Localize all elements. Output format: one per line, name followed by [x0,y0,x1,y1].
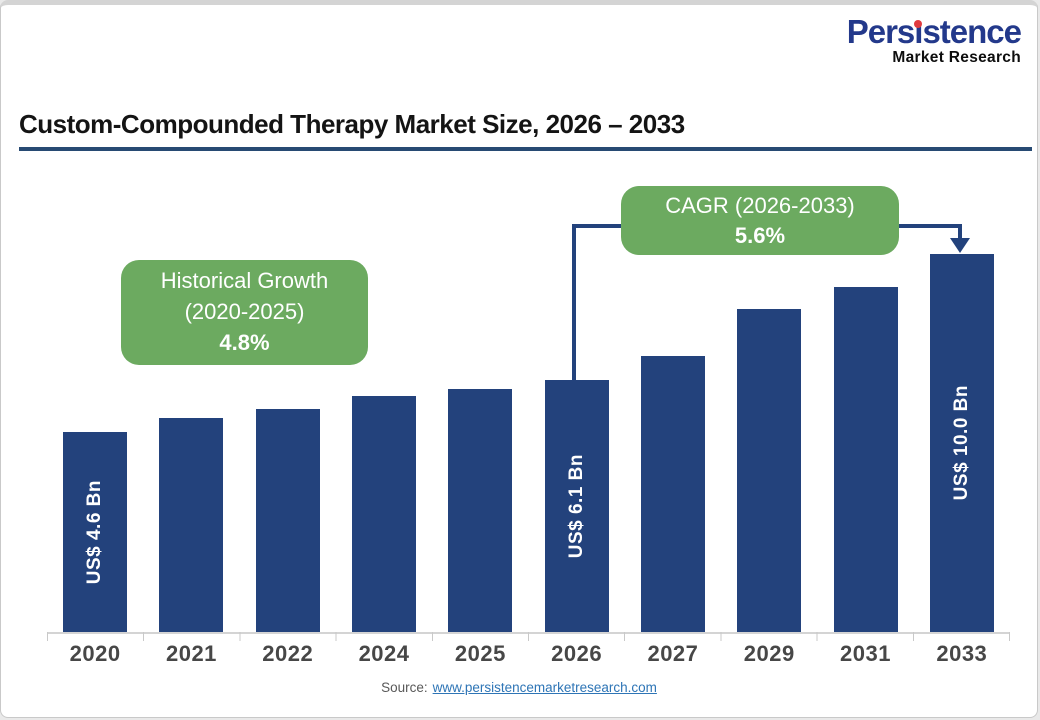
logo-text-before: Pers [846,13,916,50]
bar-value-label-2020: US$ 4.6 Bn [84,479,106,585]
x-axis-labels: 2020 2021 2022 2024 2025 2026 2027 2029 2031 2033 [47,641,1010,667]
bar-slot-2031 [817,254,913,632]
logo-title: Pers ıstence [846,13,1022,50]
x-axis-label-2024: 2024 [358,641,410,666]
connector-vertical-2033 [958,224,962,240]
bar-slot-2033: US$ 10.0 Bn [914,254,1010,632]
logo: Pers ıstence Market Research [846,13,1022,66]
bar-slot-2021 [143,254,239,632]
bar-slot-2025 [432,254,528,632]
x-axis-label-2033: 2033 [936,641,988,666]
bar-slot-2027 [625,254,721,632]
x-axis-label-2022: 2022 [262,641,314,666]
logo-red-dot-icon [914,20,923,28]
bar-2027 [640,356,705,632]
source-label: Source: [381,680,428,695]
x-axis-label-2021: 2021 [165,641,217,666]
bar-2024 [352,396,417,632]
bar-2025 [448,389,513,632]
page-title: Custom-Compounded Therapy Market Size, 2… [19,109,685,139]
cagr-line1: CAGR (2026-2033) [665,192,855,218]
x-axis-label-2025: 2025 [454,641,506,666]
historical-growth-callout: Historical Growth (2020-2025) 4.8% [121,260,368,365]
logo-text-after: stence [922,13,1022,50]
x-axis-ticks [47,632,1010,641]
bar-2020: US$ 4.6 Bn [63,432,128,632]
x-axis-label-2029: 2029 [743,641,795,666]
bar-slot-2022 [240,254,336,632]
bar-chart: US$ 4.6 Bn US$ 6.1 Bn US$ 10.0 Bn [47,254,1010,632]
logo-subtitle: Market Research [892,49,1021,66]
bar-value-label-2026: US$ 6.1 Bn [565,453,587,559]
source-link[interactable]: www.persistencemarketresearch.com [432,680,657,695]
bar-2026: US$ 6.1 Bn [544,380,609,632]
historical-growth-line1: Historical Growth [160,268,329,294]
bar-2022 [255,409,320,632]
bar-2029 [737,309,802,632]
cagr-value: 5.6% [734,222,786,248]
x-axis-label-2020: 2020 [69,641,121,666]
historical-growth-line2: (2020-2025) [184,299,305,325]
connector-horizontal-right [897,224,962,228]
cagr-callout: CAGR (2026-2033) 5.6% [621,186,899,255]
x-axis-label-2026: 2026 [551,641,603,666]
arrow-down-icon [950,238,970,253]
connector-vertical-2026 [572,224,576,380]
source-line: Source: www.persistencemarketresearch.com [1,680,1037,695]
bar-slot-2029 [721,254,817,632]
connector-horizontal-left [572,224,623,228]
historical-growth-value: 4.8% [219,329,270,355]
bar-slot-2020: US$ 4.6 Bn [47,254,143,632]
bar-slot-2026: US$ 6.1 Bn [528,254,624,632]
x-axis-label-2031: 2031 [840,641,891,666]
bar-2021 [159,418,224,632]
bar-2031 [833,287,898,632]
bar-value-label-2033: US$ 10.0 Bn [950,385,972,501]
logo-dotted-i: ı [914,13,923,50]
x-axis-label-2027: 2027 [647,641,699,666]
bar-slot-2024 [336,254,432,632]
bar-2033: US$ 10.0 Bn [929,254,994,632]
title-underline [19,147,1032,151]
